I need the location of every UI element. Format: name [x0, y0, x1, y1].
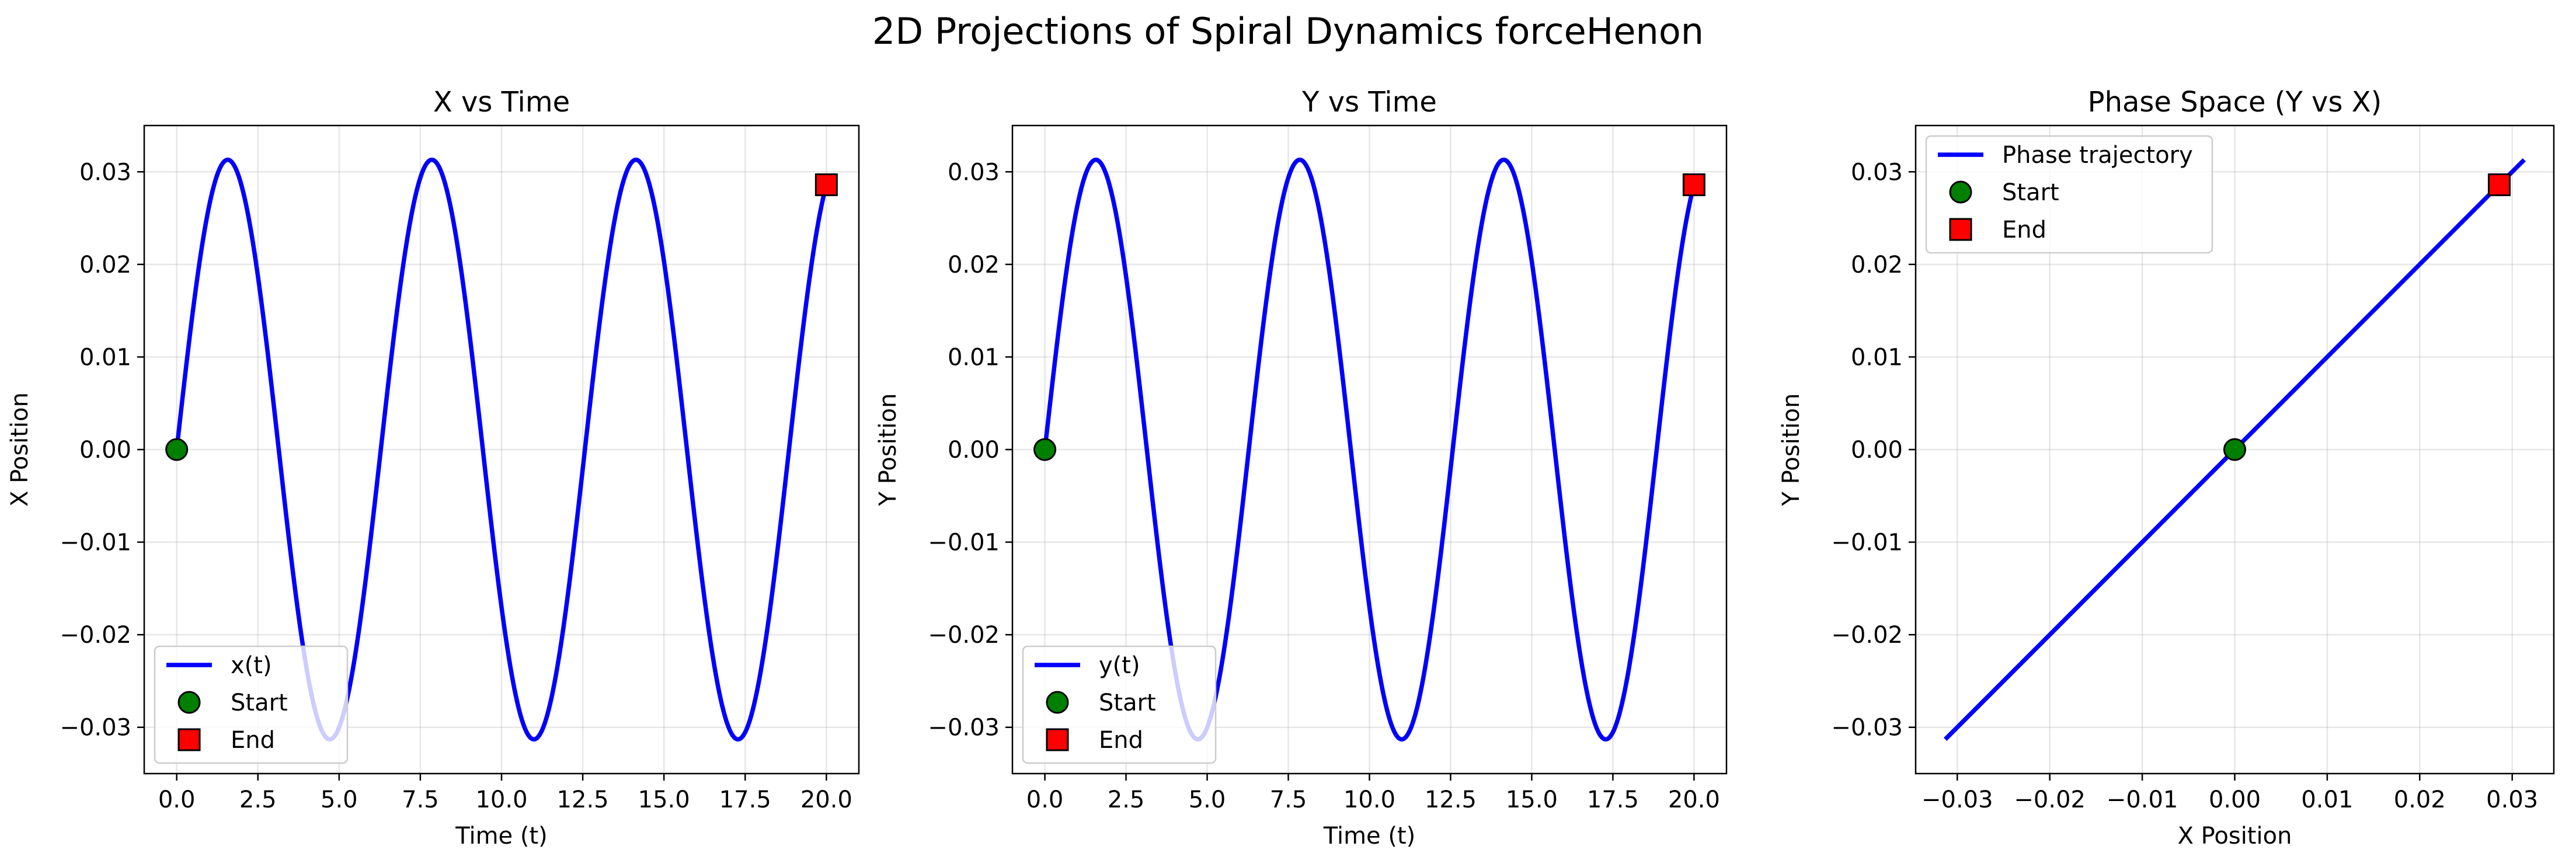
x-tick-label: 15.0 [638, 786, 690, 813]
x-tick-label: 17.5 [1587, 786, 1639, 813]
x-tick-label: −0.01 [2107, 786, 2178, 813]
y-tick-label: 0.01 [79, 344, 131, 371]
legend-end-handle [177, 728, 201, 751]
start-marker [1033, 438, 1057, 461]
x-tick-label: 5.0 [321, 786, 358, 813]
legend: y(t) Start End [1022, 645, 1217, 764]
y-tick-label: 0.02 [1851, 252, 1903, 278]
y-tick-label: 0.02 [79, 252, 131, 278]
x-tick-label: 0.02 [2394, 786, 2446, 813]
x-tick-label: 0.00 [2209, 786, 2261, 813]
end-marker [1682, 173, 1705, 196]
y-tick-label: −0.01 [1831, 530, 1903, 556]
start-marker [2223, 438, 2246, 461]
legend-box [1925, 135, 2213, 254]
x-axis-label: Time (t) [1323, 823, 1416, 849]
series-line-y(t) [1042, 157, 1697, 742]
y-axis-label: X Position [6, 392, 33, 507]
start-marker [165, 438, 189, 461]
x-tick-label: 2.5 [239, 786, 277, 813]
y-tick-label: 0.01 [1851, 344, 1903, 371]
y-tick-label: 0.00 [948, 437, 1000, 464]
x-tick-label: 15.0 [1506, 786, 1558, 813]
y-tick-label: 0.01 [948, 344, 1000, 371]
y-tick-label: −0.02 [928, 622, 1000, 649]
y-tick-label: 0.03 [948, 159, 1000, 186]
end-marker [2488, 173, 2511, 196]
subplot-3: −0.03 −0.02 −0.01 0.00 0.01 0.02 0.03 −0.03 −0.0… [1778, 86, 2555, 849]
x-tick-label: −0.02 [2014, 786, 2086, 813]
x-tick-label: −0.03 [1921, 786, 1993, 813]
figure-title: 2D Projections of Spiral Dynamics forceH… [872, 10, 1704, 53]
legend-label: Phase trajectory [2002, 142, 2193, 169]
x-tick-label: 20.0 [1668, 786, 1720, 813]
legend-start-handle [1046, 691, 1069, 714]
x-axis-label: Time (t) [455, 823, 548, 849]
y-tick-label: −0.02 [1831, 622, 1903, 649]
y-axis-label: Y Position [875, 394, 901, 507]
x-tick-label: 12.5 [1425, 786, 1477, 813]
legend-label: Start [2002, 179, 2059, 206]
x-tick-label: 12.5 [557, 786, 609, 813]
legend-end-handle [1949, 218, 1972, 241]
data-layer [174, 157, 829, 742]
y-tick-label: −0.01 [928, 530, 1000, 556]
x-tick-label: 0.0 [1026, 786, 1064, 813]
y-tick-label: −0.03 [60, 715, 131, 741]
legend-box [1022, 645, 1217, 764]
y-tick-label: 0.03 [79, 159, 131, 186]
subplot-title: Phase Space (Y vs X) [2088, 86, 2382, 119]
legend-start-handle [177, 691, 201, 714]
y-tick-label: −0.03 [928, 715, 1000, 741]
subplot-title: X vs Time [433, 86, 570, 119]
data-layer [1042, 157, 1697, 742]
legend-label: y(t) [1099, 652, 1140, 679]
subplot-1: 0.0 2.5 5.0 7.5 10.0 12.5 15.0 17.5 20.0 −0.03 −0.… [6, 86, 860, 849]
y-tick-label: 0.00 [79, 437, 131, 464]
x-tick-label: 7.5 [1270, 786, 1307, 813]
x-tick-label: 10.0 [1343, 786, 1395, 813]
x-tick-label: 2.5 [1108, 786, 1145, 813]
y-axis-label: Y Position [1778, 394, 1805, 507]
y-tick-label: 0.02 [948, 252, 1000, 278]
legend-label: End [2002, 217, 2046, 243]
x-tick-label: 0.03 [2486, 786, 2538, 813]
x-tick-label: 10.0 [475, 786, 527, 813]
legend-start-handle [1949, 180, 1972, 204]
y-tick-label: 0.00 [1851, 437, 1903, 464]
y-tick-label: 0.03 [1851, 159, 1903, 186]
legend-label: End [231, 727, 275, 754]
x-tick-label: 17.5 [719, 786, 771, 813]
x-tick-label: 5.0 [1189, 786, 1226, 813]
subplots: 0.0 2.5 5.0 7.5 10.0 12.5 15.0 17.5 20.0−0.03−0.… [6, 86, 2555, 849]
end-marker [814, 173, 838, 196]
y-tick-label: −0.02 [60, 622, 131, 649]
legend-label: x(t) [231, 652, 272, 679]
series-line-x(t) [174, 157, 829, 742]
legend-label: Start [231, 690, 288, 716]
x-tick-label: 0.0 [158, 786, 196, 813]
y-tick-label: −0.03 [1831, 715, 1903, 741]
x-tick-label: 0.01 [2301, 786, 2353, 813]
legend-label: End [1099, 727, 1143, 754]
legend-end-handle [1046, 728, 1069, 751]
subplot-2: 0.0 2.5 5.0 7.5 10.0 12.5 15.0 17.5 20.0 −0.03 −0.… [875, 86, 1728, 849]
x-axis-label: X Position [2178, 823, 2292, 849]
x-tick-label: 20.0 [800, 786, 852, 813]
legend: Phase trajectory Start End [1925, 135, 2213, 254]
subplot-title: Y vs Time [1301, 86, 1437, 119]
legend: x(t) Start End [154, 645, 349, 764]
y-tick-label: −0.01 [60, 530, 131, 556]
legend-label: Start [1099, 690, 1156, 716]
legend-box [154, 645, 349, 764]
x-tick-label: 7.5 [402, 786, 439, 813]
